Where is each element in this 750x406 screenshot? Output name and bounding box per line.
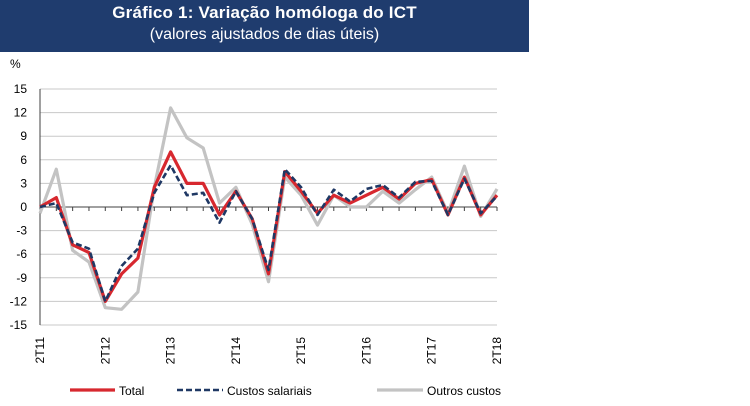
x-tick-label: 2T15 — [294, 337, 308, 365]
x-tick-label: 2T18 — [490, 337, 504, 365]
y-tick-label: 9 — [20, 129, 27, 143]
chart-title: Gráfico 1: Variação homóloga do ICT — [112, 3, 417, 22]
x-tick-label: 2T13 — [164, 337, 178, 365]
y-axis: % 15 12 9 6 3 0 -3 -6 -9 -12 -15 — [10, 57, 41, 332]
legend-label: Total — [119, 384, 144, 398]
y-tick-label: 0 — [20, 200, 27, 214]
chart-title-banner: Gráfico 1: Variação homóloga do ICT (val… — [0, 0, 529, 52]
y-tick-label: 6 — [20, 153, 27, 167]
y-tick-label: -9 — [16, 271, 27, 285]
y-tick-label: -6 — [16, 247, 27, 261]
y-tick-label: -12 — [10, 294, 28, 308]
y-tick-label: 3 — [20, 176, 27, 190]
y-tick-label: 12 — [14, 106, 28, 120]
x-axis: 2T11 2T12 2T13 2T14 2T15 2T16 2T17 2T18 — [33, 206, 504, 365]
series-line-custos-salariais — [39, 164, 498, 303]
legend: Total Custos salariais Outros custos — [70, 384, 501, 398]
series-lines — [38, 106, 499, 311]
x-tick-label: 2T12 — [98, 337, 112, 365]
y-tick-label: -3 — [16, 224, 27, 238]
chart-subtitle: (valores ajustados de dias úteis) — [149, 26, 380, 43]
x-tick-label: 2T17 — [425, 337, 439, 365]
y-tick-label: -15 — [10, 318, 28, 332]
y-tick-label: 15 — [14, 82, 28, 96]
x-tick-label: 2T11 — [33, 337, 47, 364]
series-line-outros-custos — [38, 106, 499, 311]
x-tick-label: 2T16 — [359, 337, 373, 365]
y-axis-unit-label: % — [10, 57, 21, 71]
x-tick-label: 2T14 — [229, 337, 243, 365]
legend-label: Custos salariais — [227, 384, 312, 398]
legend-label: Outros custos — [427, 384, 501, 398]
